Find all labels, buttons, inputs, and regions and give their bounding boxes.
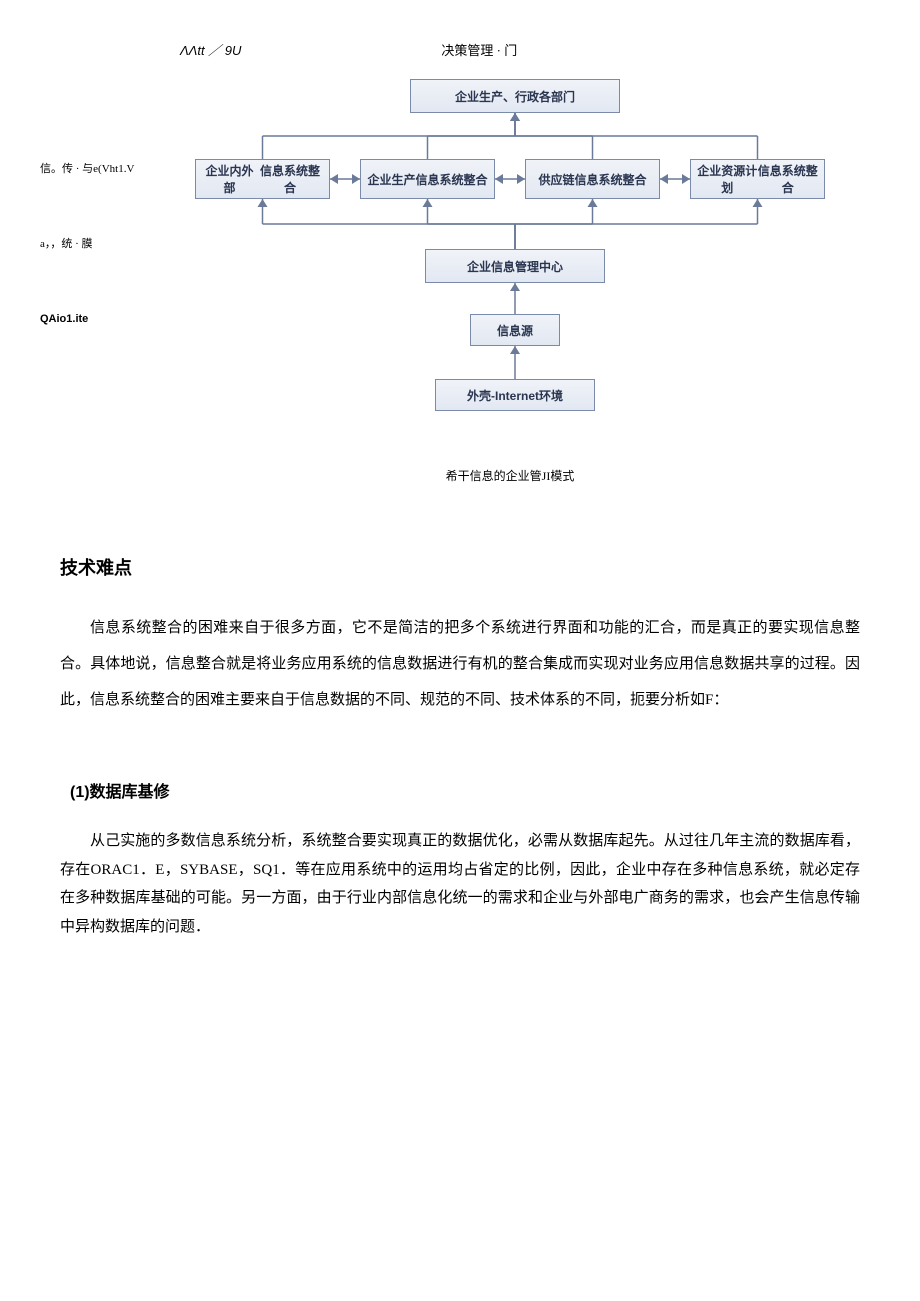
diagram-caption: 希干信息的企业管JI模式 <box>180 467 840 484</box>
side-label-3: QAio1.ite <box>40 310 88 330</box>
diagram-node-n_l2c: 供应链信息系统整合 <box>525 159 660 199</box>
diagram-node-n_top: 企业生产、行政各部门 <box>410 79 620 113</box>
diagram-node-n_env: 外壳-Internet环境 <box>435 379 595 411</box>
paragraph-tech-1: 信息系统整合的困难来自于很多方面，它不是简洁的把多个系统进行界面和功能的汇合，而… <box>60 610 860 718</box>
header-row: ΛΛtt ／ 9U 决策管理 · 门 <box>60 40 860 59</box>
header-right-label: 决策管理 · 门 <box>441 40 517 59</box>
diagram-node-n_l2d: 企业资源计划信息系统整合 <box>690 159 825 199</box>
header-left-code: ΛΛtt ／ 9U <box>180 40 241 59</box>
diagram-node-n_l2a: 企业内外部信息系统整合 <box>195 159 330 199</box>
diagram-container: 企业生产、行政各部门企业内外部信息系统整合企业生产信息系统整合供应链信息系统整合… <box>180 79 840 459</box>
diagram-node-n_center: 企业信息管理中心 <box>425 249 605 283</box>
side-label-2: a，，统 · 膜 <box>40 235 93 255</box>
diagram-node-n_l2b: 企业生产信息系统整合 <box>360 159 495 199</box>
subsection-title-db: (1)数据库基修 <box>70 778 860 802</box>
diagram-node-n_src: 信息源 <box>470 314 560 346</box>
paragraph-db-1: 从己实施的多数信息系统分析，系统整合要实现真正的数据优化，必需从数据库起先。从过… <box>60 827 860 941</box>
section-title-tech: 技术难点 <box>60 554 860 580</box>
side-label-1: 信。传 · 与e(Vht1.V <box>40 160 134 180</box>
